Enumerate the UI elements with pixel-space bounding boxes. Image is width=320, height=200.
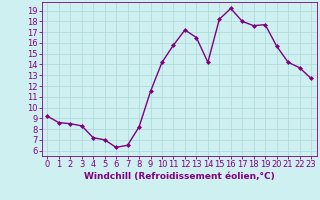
X-axis label: Windchill (Refroidissement éolien,°C): Windchill (Refroidissement éolien,°C) [84, 172, 275, 181]
